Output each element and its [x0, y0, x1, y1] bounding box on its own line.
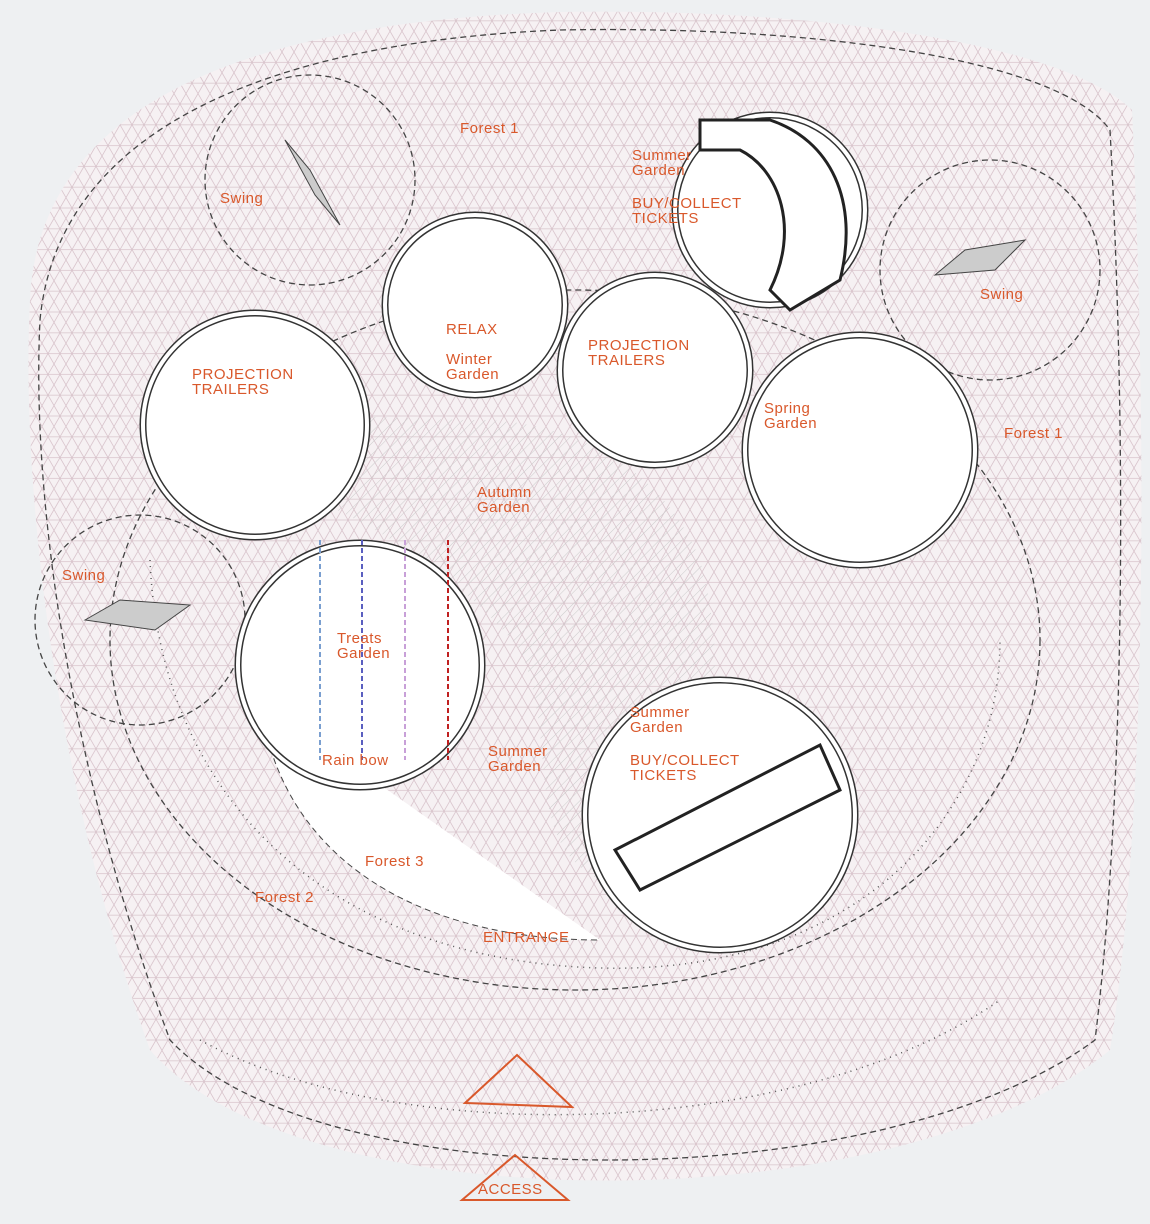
zone-label: Forest 2 — [255, 889, 314, 906]
zone-label: Rain bow — [322, 752, 389, 769]
label-line: Forest 3 — [365, 853, 424, 870]
label-line: Swing — [220, 190, 263, 207]
label-line: Garden — [337, 645, 390, 662]
zone-label: Forest 1 — [1004, 425, 1063, 442]
site-plan: Forest 1 SummerGarden BUY/COLLECTTICKETS… — [0, 0, 1150, 1224]
label-line: Garden — [630, 719, 683, 736]
label-line: Forest 1 — [460, 120, 519, 137]
label-line: ENTRANCE — [483, 929, 570, 946]
zone-label: ACCESS — [478, 1181, 543, 1198]
label-line: Swing — [980, 286, 1023, 303]
label-line: Garden — [477, 499, 530, 516]
zone-label: Forest 3 — [365, 853, 424, 870]
label-line: TRAILERS — [588, 352, 665, 369]
label-line: Forest 2 — [255, 889, 314, 906]
label-line: RELAX — [446, 321, 498, 338]
page: Forest 1 SummerGarden BUY/COLLECTTICKETS… — [0, 0, 1150, 1224]
label-line: Forest 1 — [1004, 425, 1063, 442]
zone-label: Swing — [62, 567, 105, 584]
zone-label: Swing — [220, 190, 263, 207]
label-line: TRAILERS — [192, 381, 269, 398]
zone-label: Swing — [980, 286, 1023, 303]
label-line: TICKETS — [632, 210, 699, 227]
label-line: Swing — [62, 567, 105, 584]
label-line: Garden — [446, 366, 499, 383]
label-line: Rain bow — [322, 752, 389, 769]
label-line: TICKETS — [630, 767, 697, 784]
zone-label: ENTRANCE — [483, 929, 570, 946]
label-line: Garden — [488, 758, 541, 775]
label-line: Garden — [632, 162, 685, 179]
label-line: ACCESS — [478, 1181, 543, 1198]
zone-label: RELAX — [446, 321, 498, 338]
label-line: Garden — [764, 415, 817, 432]
zone-label: Forest 1 — [460, 120, 519, 137]
